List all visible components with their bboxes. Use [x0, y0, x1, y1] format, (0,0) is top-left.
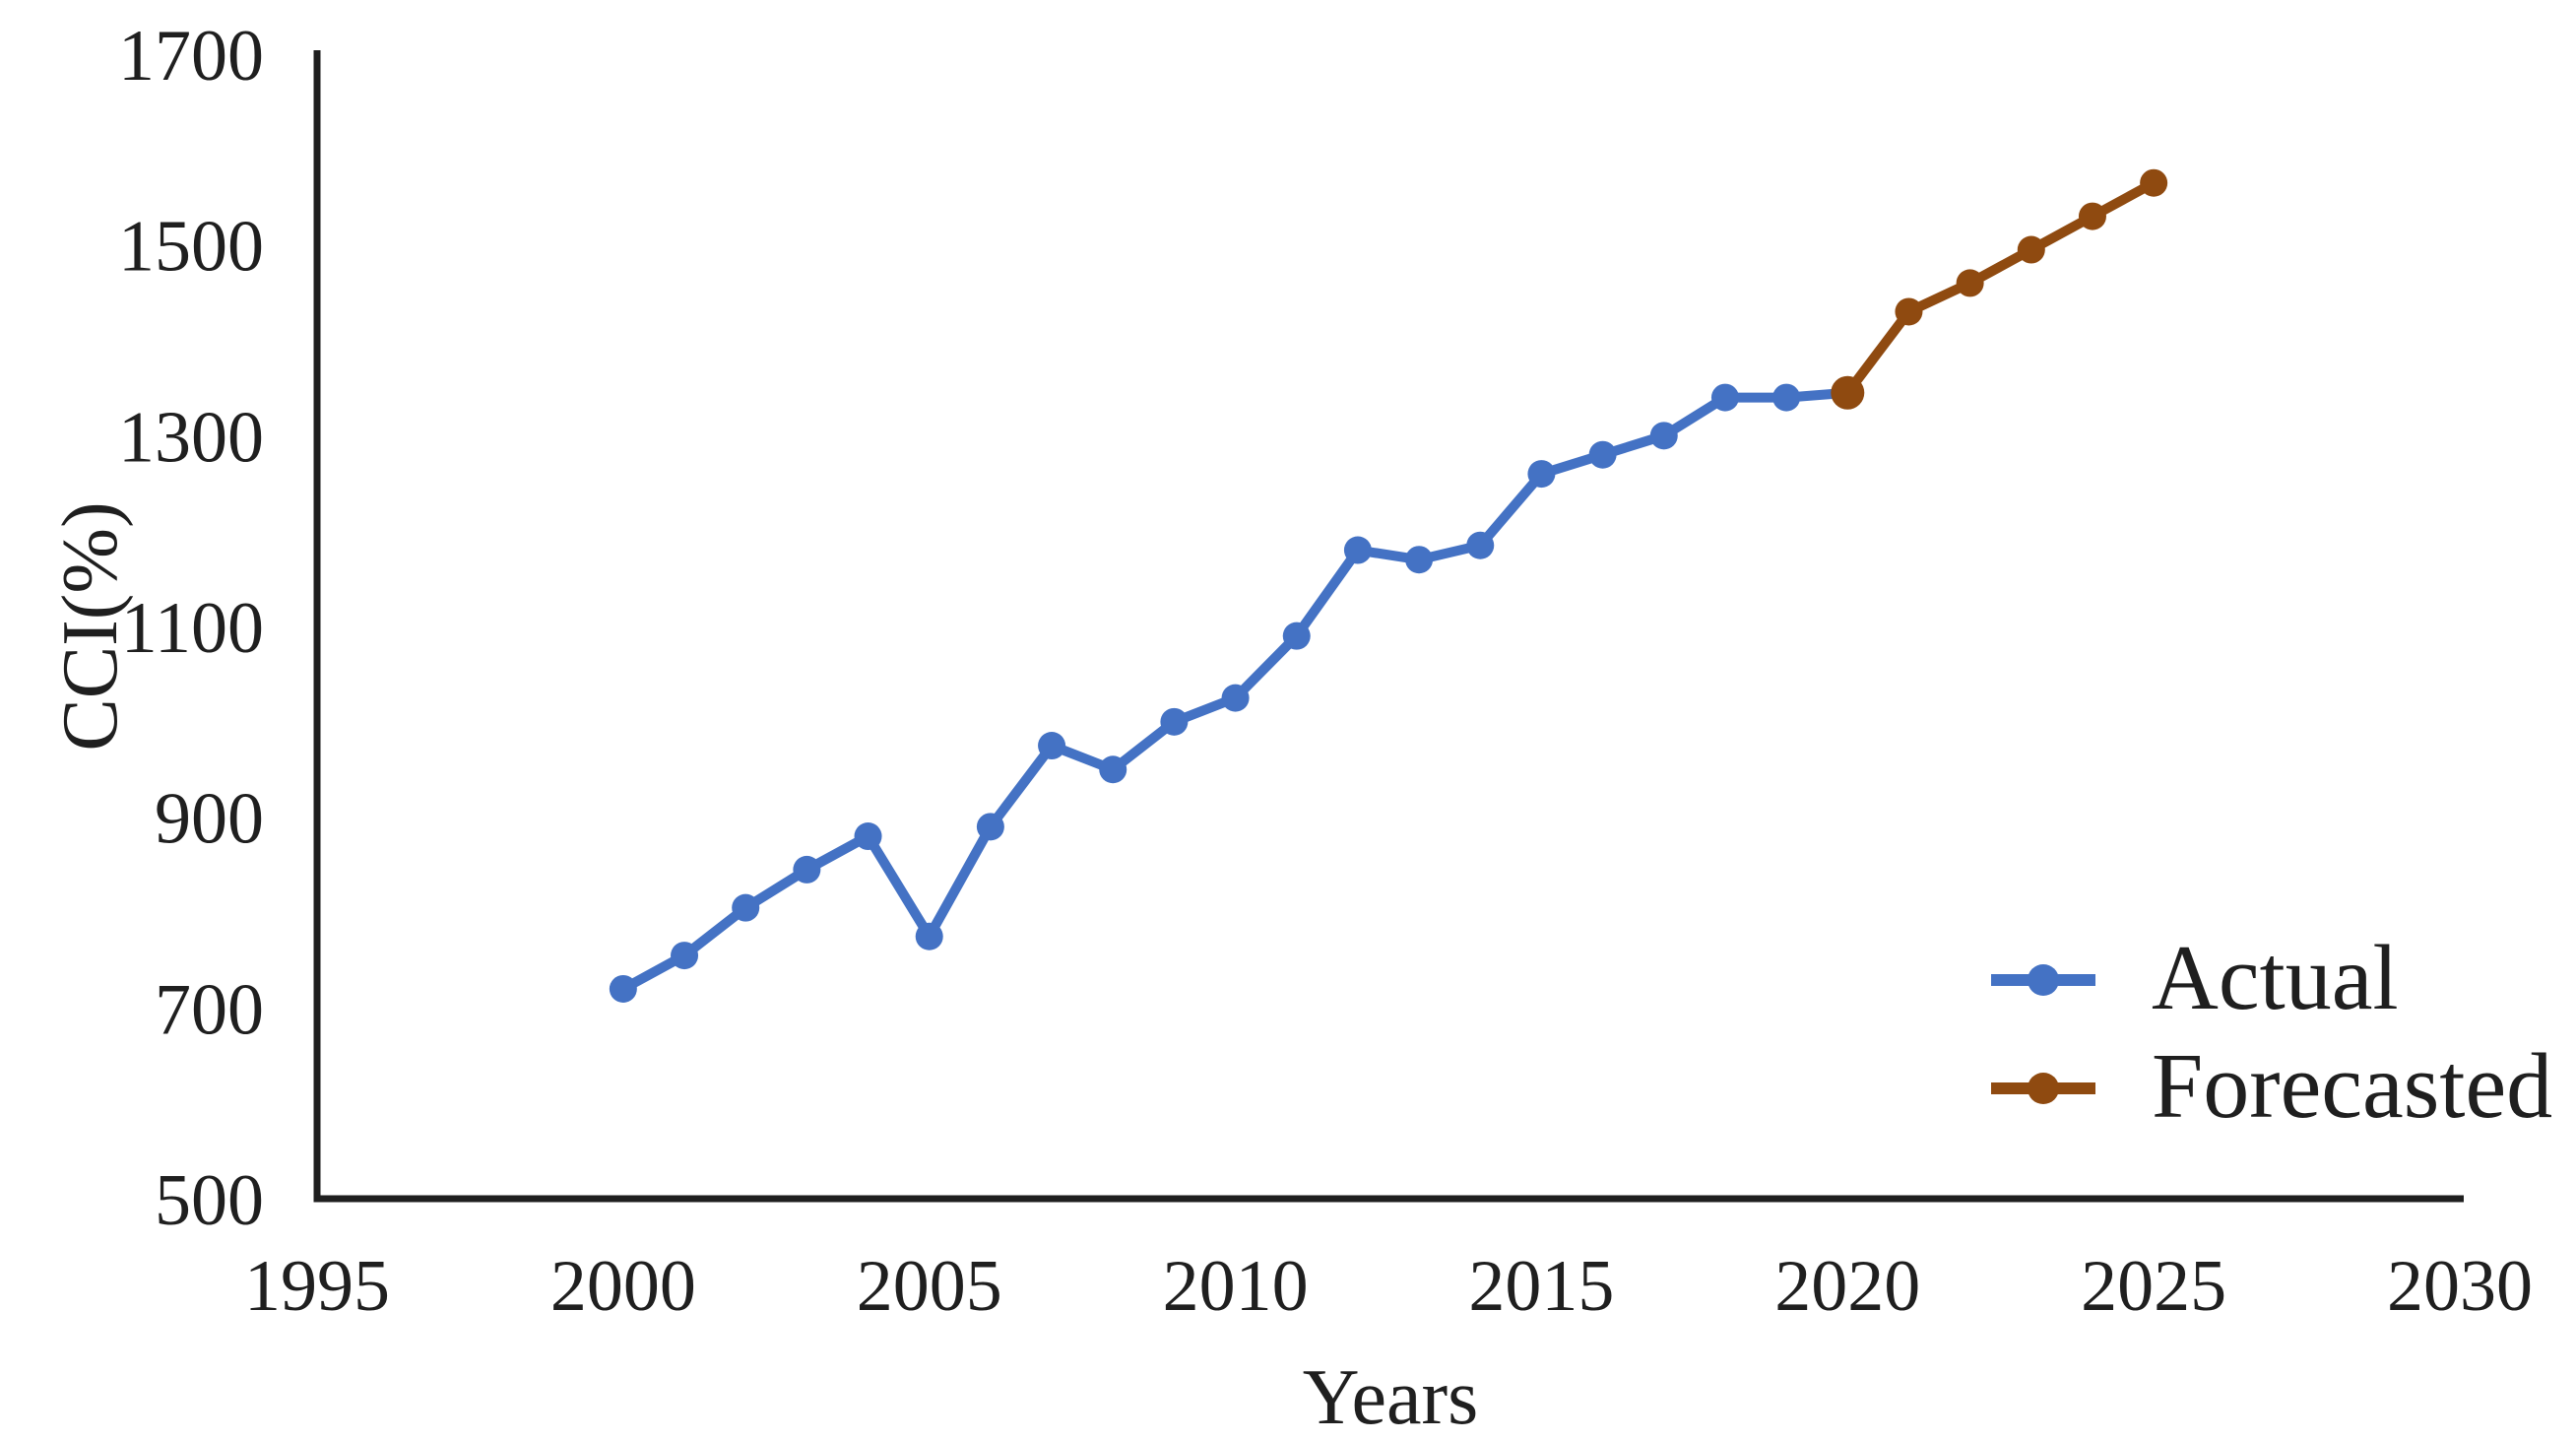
actual-data-point-marker — [732, 893, 760, 922]
x-tick-label: 2015 — [1468, 1246, 1614, 1327]
y-tick-label: 1500 — [118, 207, 264, 288]
forecasted-data-point-marker — [1831, 375, 1865, 410]
actual-data-point-marker — [1772, 383, 1801, 412]
actual-data-point-marker — [1160, 707, 1189, 736]
actual-data-point-marker — [671, 942, 699, 970]
actual-data-point-marker — [1588, 440, 1617, 469]
forecasted-data-point-marker — [2140, 168, 2168, 197]
actual-data-point-marker — [1221, 684, 1250, 712]
actual-data-point-marker — [1282, 622, 1311, 650]
x-tick-label: 2010 — [1163, 1246, 1309, 1327]
actual-data-point-marker — [854, 822, 882, 851]
x-axis-title: Years — [1303, 1354, 1479, 1441]
actual-data-point-marker — [1527, 460, 1556, 489]
y-tick-label: 1300 — [118, 397, 264, 478]
forecasted-legend-label: Forecasted — [2152, 1035, 2552, 1138]
y-tick-label: 1100 — [121, 588, 264, 669]
actual-data-point-marker — [1405, 546, 1434, 574]
x-tick-label: 2030 — [2387, 1246, 2533, 1327]
x-tick-label: 2005 — [857, 1246, 1002, 1327]
y-tick-label: 900 — [155, 779, 264, 860]
plot-area: 500 700 900 1100 1300 1500 1700 1995 2000 2005 201… — [118, 16, 2533, 1327]
forecasted-data-point-marker — [1956, 269, 1984, 297]
actual-data-point-marker — [1466, 531, 1495, 559]
x-tick-label: 2000 — [550, 1246, 696, 1327]
actual-data-point-marker — [1099, 755, 1127, 784]
actual-data-point-marker — [609, 974, 637, 1003]
actual-data-point-marker — [1038, 732, 1066, 760]
forecasted-legend-marker-icon — [2028, 1073, 2059, 1104]
x-tick-label: 1995 — [244, 1246, 390, 1327]
actual-data-point-marker — [1649, 422, 1678, 450]
actual-data-point-marker — [915, 922, 943, 950]
forecasted-series-line — [1842, 177, 2159, 398]
actual-data-point-marker — [1710, 383, 1739, 412]
forecasted-data-point-marker — [1895, 297, 1923, 326]
actual-legend-marker-icon — [2028, 964, 2059, 996]
actual-data-point-marker — [793, 855, 821, 884]
actual-data-point-marker — [976, 813, 1004, 841]
y-tick-label: 500 — [155, 1160, 264, 1241]
actual-data-point-marker — [1343, 536, 1372, 564]
x-tick-label: 2020 — [1774, 1246, 1920, 1327]
legend-item-forecasted: Forecasted — [1991, 1035, 2552, 1138]
x-tick-label: 2025 — [2081, 1246, 2226, 1327]
y-tick-label: 1700 — [118, 16, 264, 97]
forecasted-data-point-marker — [2017, 235, 2045, 264]
forecasted-data-point-marker — [2078, 202, 2106, 230]
y-axis-title: CCI(%) — [47, 501, 134, 751]
actual-legend-label: Actual — [2152, 927, 2399, 1029]
legend: Actual Forecasted — [1991, 927, 2552, 1138]
y-tick-label: 700 — [155, 969, 264, 1050]
legend-item-actual: Actual — [1991, 927, 2399, 1029]
